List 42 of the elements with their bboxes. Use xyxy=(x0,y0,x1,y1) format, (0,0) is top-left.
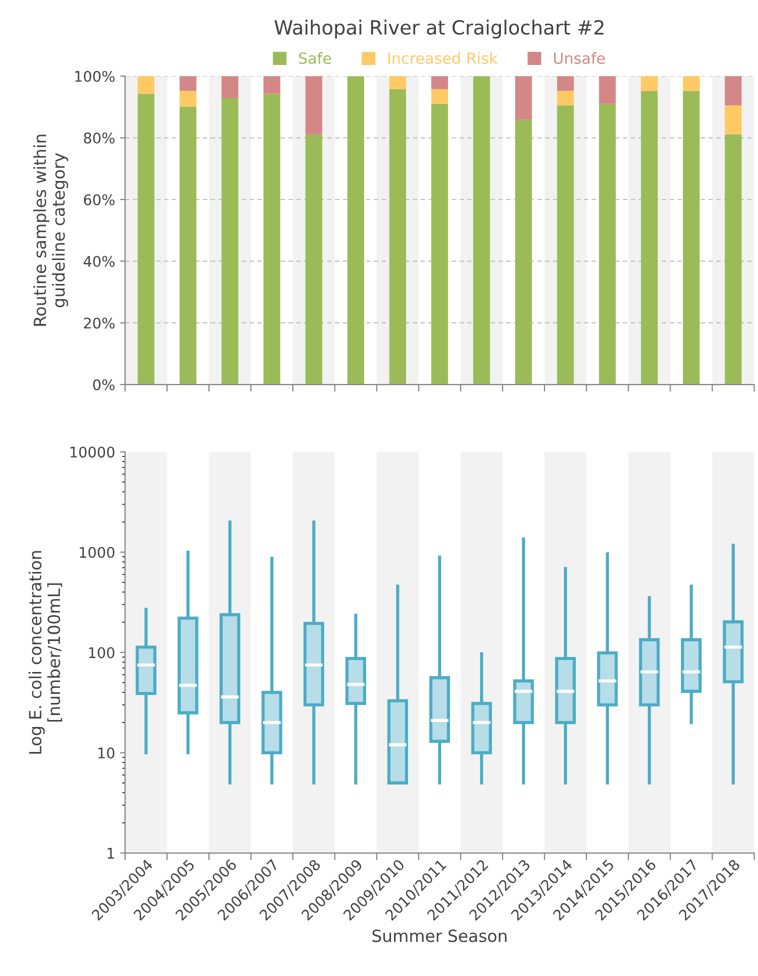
x-axis-title: Summer Season xyxy=(372,930,506,942)
y-axis-title: Routine samples within guideline category xyxy=(33,134,68,326)
y-tick-label: 20% xyxy=(84,318,115,329)
y-tick-label: 100 xyxy=(89,647,114,658)
bar xyxy=(640,76,658,91)
bar xyxy=(682,90,700,385)
legend-label: Unsafe xyxy=(554,52,605,64)
bar xyxy=(724,105,742,134)
bar xyxy=(138,76,154,94)
bar xyxy=(431,89,448,104)
legend-label: Increased Risk xyxy=(388,52,498,64)
bar xyxy=(263,76,280,94)
bar xyxy=(263,94,280,385)
bar xyxy=(557,90,574,106)
chart-title: Waihopai River at Craiglochart #2 xyxy=(274,20,604,39)
bar xyxy=(431,104,448,385)
y-tick-label: 0% xyxy=(93,379,115,390)
bar xyxy=(599,104,616,385)
y-tick-label: 1000 xyxy=(80,546,114,558)
bar xyxy=(180,106,196,385)
bar xyxy=(305,76,322,134)
y-tick-label: 10 xyxy=(98,747,114,758)
bar xyxy=(180,90,196,107)
y-axis-title: Log E. coli concentration [number/100mL] xyxy=(28,551,62,754)
bar xyxy=(515,76,532,120)
y-tick-label: 40% xyxy=(84,256,115,267)
bar xyxy=(724,76,742,106)
bar xyxy=(682,76,700,91)
bar xyxy=(347,76,364,385)
y-tick-label: 10000 xyxy=(70,446,114,458)
bar xyxy=(389,76,406,90)
legend-label: Safe xyxy=(299,52,332,64)
y-tick-label: 1 xyxy=(108,848,114,859)
bar xyxy=(222,76,238,98)
y-tick-label: 80% xyxy=(84,132,115,144)
bar xyxy=(599,76,616,104)
bar xyxy=(557,76,574,91)
bar xyxy=(180,76,196,91)
y-tick-label: 100% xyxy=(75,70,115,82)
bar xyxy=(515,120,532,385)
bar xyxy=(431,76,448,90)
y-tick-label: 60% xyxy=(84,194,115,206)
